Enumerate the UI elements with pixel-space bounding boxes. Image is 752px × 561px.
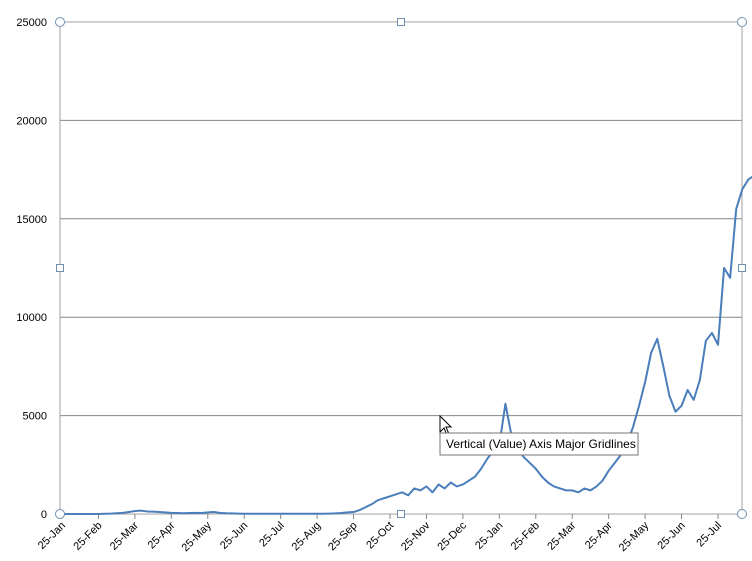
y-tick-label: 5000 [23,411,47,423]
selection-handle[interactable] [738,264,746,272]
y-tick-label: 10000 [16,312,47,324]
selection-handle[interactable] [737,509,747,519]
selection-handle[interactable] [397,510,405,518]
selection-handle[interactable] [55,17,65,27]
data-line [62,175,752,515]
selection-handle[interactable] [397,18,405,26]
selection-handle[interactable] [737,17,747,27]
tooltip-box [439,432,639,456]
selection-handle[interactable] [55,509,65,519]
y-tick-label: 15000 [16,214,47,226]
y-tick-label: 0 [41,509,47,521]
y-tick-label: 25000 [16,17,47,29]
tooltip-text: Vertical (Value) Axis Major Gridlines [446,437,636,451]
y-tick-label: 20000 [16,115,47,127]
selection-handle[interactable] [56,264,64,272]
